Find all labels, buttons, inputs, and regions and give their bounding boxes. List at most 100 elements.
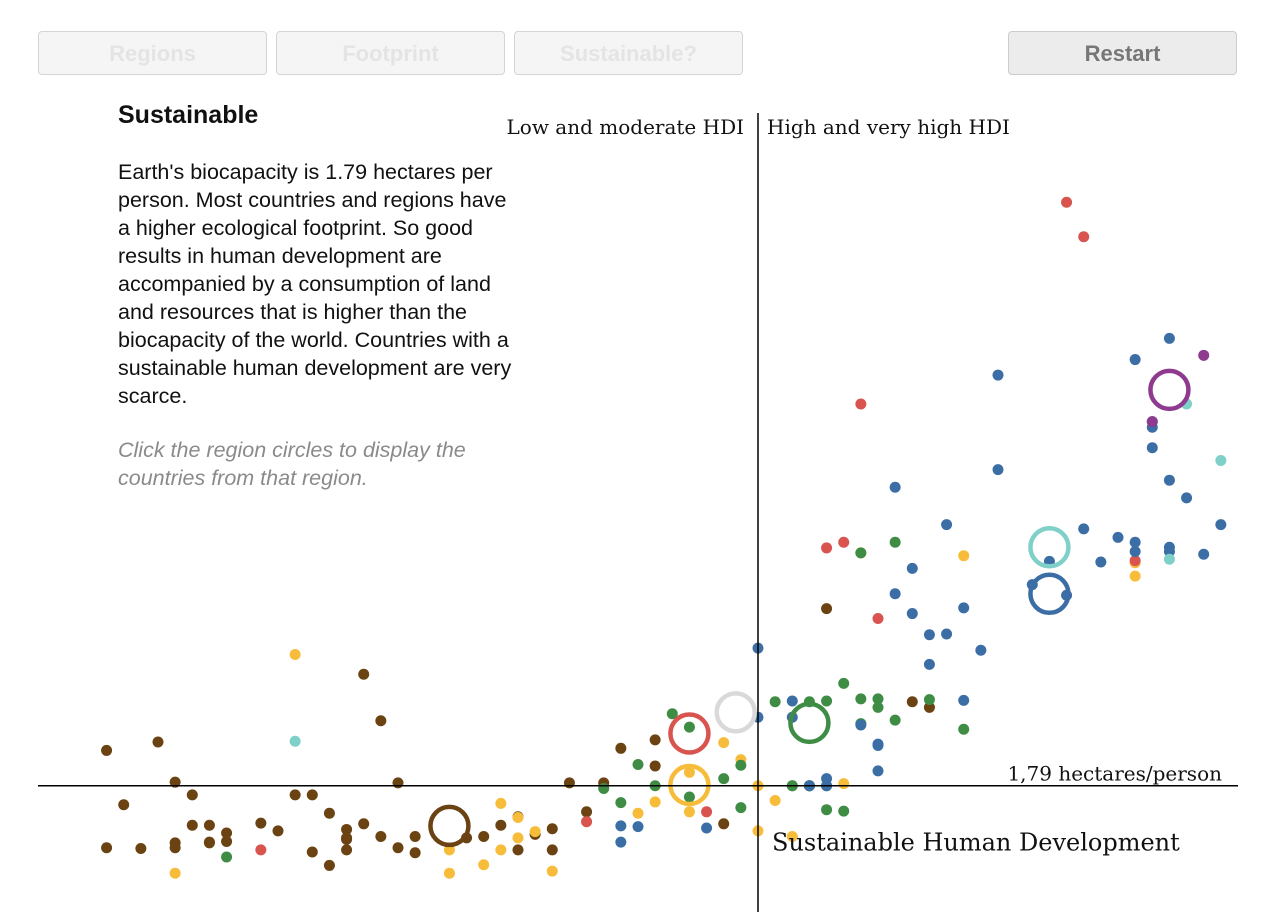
country-dot-africa-29[interactable]: [409, 847, 421, 859]
country-dot-europe-central-asia-39[interactable]: [1198, 548, 1210, 560]
country-dot-arab-states-6[interactable]: [1129, 555, 1141, 567]
country-dot-latin-america-1[interactable]: [615, 797, 627, 809]
country-dot-latin-america-30[interactable]: [221, 851, 233, 863]
region-circle-europe-central-asia[interactable]: [1028, 572, 1071, 616]
country-dot-middle-east-top-1[interactable]: [1146, 416, 1158, 428]
region-circle-world[interactable]: [714, 691, 757, 734]
region-circle-arab-states[interactable]: [668, 712, 711, 755]
country-dot-africa-5[interactable]: [186, 819, 198, 831]
country-dot-asia-pacific-2[interactable]: [478, 859, 490, 871]
footprint-button[interactable]: Footprint: [276, 31, 505, 75]
country-dot-africa-42[interactable]: [718, 818, 730, 830]
country-dot-latin-america-0[interactable]: [598, 783, 610, 795]
country-dot-latin-america-29[interactable]: [718, 773, 730, 785]
country-dot-arab-states-1[interactable]: [1078, 231, 1090, 243]
country-dot-africa-19[interactable]: [169, 842, 181, 854]
country-dot-africa-24[interactable]: [375, 715, 387, 727]
country-dot-latin-america-14[interactable]: [838, 677, 850, 689]
country-dot-arab-states-5[interactable]: [855, 398, 867, 410]
country-dot-africa-49[interactable]: [906, 696, 918, 708]
country-dot-latin-america-24[interactable]: [838, 805, 850, 817]
country-dot-latin-america-15[interactable]: [855, 693, 867, 705]
country-dot-latin-america-25[interactable]: [769, 696, 781, 708]
country-dot-asia-pacific-23[interactable]: [443, 867, 455, 879]
country-dot-africa-8[interactable]: [221, 835, 233, 847]
country-dot-latin-america-4[interactable]: [683, 721, 695, 733]
country-dot-middle-east-top-0[interactable]: [1198, 349, 1210, 361]
country-dot-arab-states-7[interactable]: [701, 806, 713, 818]
country-dot-asia-pacific-7[interactable]: [546, 865, 558, 877]
country-dot-asia-pacific-1[interactable]: [443, 844, 455, 856]
country-dot-europe-central-asia-44[interactable]: [615, 836, 627, 848]
country-dot-asia-pacific-16[interactable]: [683, 766, 695, 778]
country-dot-europe-central-asia-36[interactable]: [1163, 541, 1175, 553]
country-dot-asia-pacific-8[interactable]: [649, 796, 661, 808]
country-dot-africa-22[interactable]: [135, 843, 147, 854]
country-dot-asia-pacific-4[interactable]: [512, 832, 524, 844]
country-dot-asia-pacific-22[interactable]: [169, 867, 181, 879]
country-dot-europe-central-asia-37[interactable]: [1215, 519, 1227, 531]
country-dot-latin-america-31[interactable]: [735, 802, 747, 814]
country-dot-africa-41[interactable]: [649, 760, 661, 772]
country-dot-europe-central-asia-9[interactable]: [872, 739, 884, 751]
country-dot-africa-14[interactable]: [306, 789, 318, 801]
country-dot-europe-central-asia-33[interactable]: [1146, 442, 1158, 454]
country-dot-africa-15[interactable]: [323, 807, 335, 819]
country-dot-europe-central-asia-14[interactable]: [906, 608, 918, 620]
country-dot-europe-central-asia-16[interactable]: [923, 629, 935, 641]
country-dot-africa-4[interactable]: [169, 776, 181, 788]
country-dot-asia-pacific-19[interactable]: [1129, 570, 1141, 582]
region-circle-middle-east-top[interactable]: [1148, 368, 1191, 412]
country-dot-asia-pacific-13[interactable]: [838, 778, 850, 790]
country-dot-africa-35[interactable]: [546, 823, 558, 835]
country-dot-europe-central-asia-10[interactable]: [872, 765, 884, 777]
country-dot-latin-america-5[interactable]: [683, 791, 695, 803]
country-dot-europe-central-asia-3[interactable]: [786, 695, 798, 707]
country-dot-latin-america-16[interactable]: [872, 693, 884, 705]
country-dot-africa-20[interactable]: [203, 837, 215, 849]
country-dot-europe-central-asia-15[interactable]: [923, 658, 935, 670]
country-dot-europe-central-asia-17[interactable]: [941, 519, 953, 531]
country-dot-africa-27[interactable]: [392, 842, 404, 854]
country-dot-africa-12[interactable]: [272, 825, 284, 837]
country-dot-latin-america-22[interactable]: [889, 536, 901, 548]
country-dot-europe-central-asia-18[interactable]: [941, 628, 953, 640]
country-dot-africa-43[interactable]: [546, 844, 558, 856]
country-dot-latin-america-21[interactable]: [855, 547, 867, 559]
country-dot-africa-48[interactable]: [821, 603, 833, 615]
country-dot-arab-states-0[interactable]: [1061, 196, 1073, 208]
country-dot-africa-6[interactable]: [186, 789, 198, 801]
country-dot-asia-pacific-3[interactable]: [495, 797, 507, 809]
country-dot-africa-40[interactable]: [649, 734, 661, 746]
country-dot-africa-10[interactable]: [221, 827, 233, 839]
country-dot-africa-31[interactable]: [478, 831, 490, 843]
country-dot-africa-13[interactable]: [289, 789, 301, 801]
country-dot-europe-central-asia-6[interactable]: [821, 773, 833, 785]
country-dot-asia-pacific-21[interactable]: [495, 844, 507, 856]
country-dot-latin-america-3[interactable]: [666, 708, 678, 720]
country-dot-asia-pacific-25[interactable]: [632, 807, 644, 819]
country-dot-europe-central-asia-38[interactable]: [1181, 492, 1193, 504]
country-dot-africa-46[interactable]: [512, 844, 524, 856]
country-dot-africa-28[interactable]: [409, 831, 421, 843]
country-dot-asia-pacific-9[interactable]: [683, 806, 695, 818]
country-dot-europe-central-asia-12[interactable]: [889, 481, 901, 493]
country-dot-africa-26[interactable]: [375, 831, 387, 843]
country-dot-africa-11[interactable]: [255, 817, 267, 829]
country-dot-latin-america-6[interactable]: [735, 759, 747, 771]
country-dot-africa-2[interactable]: [118, 799, 130, 811]
country-dot-arab-states-3[interactable]: [838, 536, 850, 548]
country-dot-europe-central-asia-7[interactable]: [855, 719, 867, 731]
country-dot-europe-central-asia-27[interactable]: [1095, 556, 1107, 568]
country-dot-latin-america-13[interactable]: [821, 695, 833, 707]
country-dot-africa-51[interactable]: [358, 818, 370, 830]
country-dot-africa-25[interactable]: [392, 777, 404, 789]
country-dot-latin-america-23[interactable]: [821, 804, 833, 816]
country-dot-asia-pacific-18[interactable]: [958, 550, 970, 562]
country-dot-africa-7[interactable]: [203, 819, 215, 831]
country-dot-europe-central-asia-43[interactable]: [701, 822, 713, 834]
regions-button[interactable]: Regions: [38, 31, 267, 75]
country-dot-europe-central-asia-45[interactable]: [615, 820, 627, 832]
country-dot-latin-america-26[interactable]: [923, 694, 935, 706]
country-dot-europe-central-asia-29[interactable]: [1129, 545, 1141, 557]
